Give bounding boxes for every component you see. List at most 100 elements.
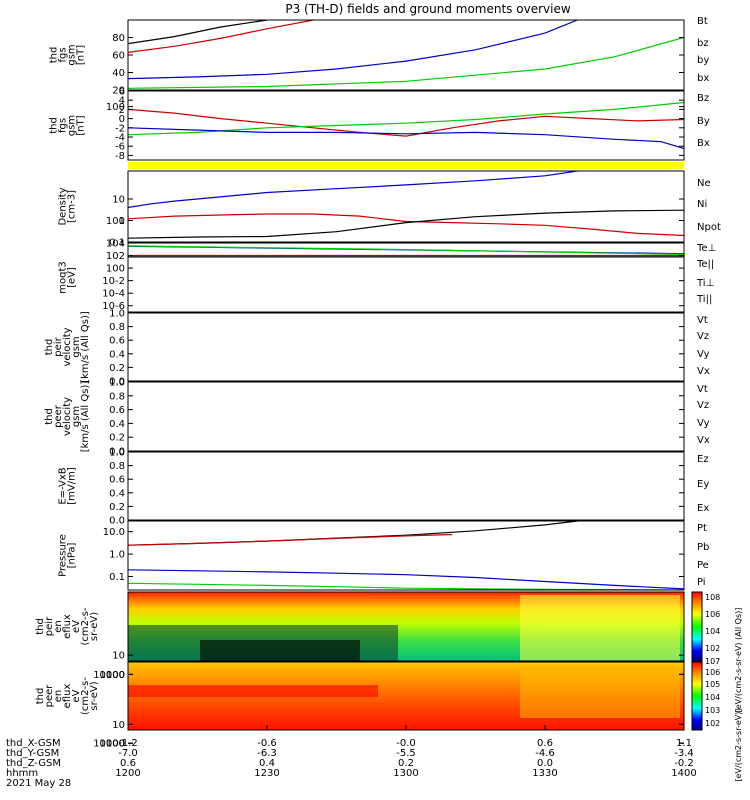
ytick-label: 0.0 xyxy=(109,447,125,458)
colorbar-ion xyxy=(691,591,703,662)
ylabel-line: eflux xyxy=(62,614,73,639)
ytick-label: 0.4 xyxy=(109,488,125,499)
colorbar-electron xyxy=(691,661,703,731)
panel-1-frame xyxy=(127,90,685,161)
ylabel-line: eV xyxy=(71,620,82,633)
ylabel-line: peir xyxy=(44,616,55,636)
ytick-label: 6 xyxy=(119,87,125,98)
ytick-label: 10-4 xyxy=(102,289,125,300)
xtick-hhmm: 1330 xyxy=(532,768,557,779)
ytick-label: 104 xyxy=(106,239,125,250)
ytick-label: 0.8 xyxy=(109,461,125,472)
ylabel-line: Pressure xyxy=(58,534,69,577)
xtick-row-1: -7.0 xyxy=(118,748,138,759)
ylabel-line: gsm xyxy=(71,336,82,357)
ytick-label: 1000 xyxy=(100,670,125,681)
ylabel-line: sr-eV) xyxy=(89,612,100,641)
xtick-row-2: 0.4 xyxy=(259,758,275,769)
ion-spectrogram xyxy=(128,592,684,661)
ytick-label: 0 xyxy=(119,114,125,125)
ytick-label: 1.0 xyxy=(109,309,125,320)
ylabel-line: peir xyxy=(53,336,64,356)
colorbar-ion-tick-2: 106 xyxy=(705,610,720,619)
ytick-label: 100 xyxy=(106,102,125,113)
xtick-row-1: -4.6 xyxy=(535,748,555,759)
legend-Pi: Pi xyxy=(697,577,706,588)
colorbar-electron-tick-3: 105 xyxy=(705,680,720,689)
xtick-row-0: -0.6 xyxy=(257,738,277,749)
ytick-label: 0.6 xyxy=(109,405,125,416)
ytick-label: 1.0 xyxy=(109,448,125,459)
colorbar-electron-tick-5: 107 xyxy=(705,657,720,666)
ylabel-line: gsm xyxy=(67,115,78,136)
legend-Vt: Vt xyxy=(697,315,708,326)
series-Pi-line xyxy=(128,569,684,590)
panel-2: 0.1 1 10 100 Density[cm-3] Ne Ni Npot xyxy=(58,170,721,249)
panel-5: 0.0 0.2 0.4 0.6 0.8 1.0 thdpeervelocitygsm[km/… xyxy=(44,378,710,458)
ylabel-line: [nT] xyxy=(76,45,87,65)
panel-0-frame xyxy=(127,19,685,91)
ylabel-line: peer xyxy=(44,684,55,708)
electron-light-region xyxy=(520,668,680,718)
series-Ti-line xyxy=(128,245,684,255)
ytick-label: 0.6 xyxy=(109,336,125,347)
ytick-label: 10.0 xyxy=(103,527,125,538)
panel-3-frame xyxy=(127,242,685,313)
ytick-label: 10 xyxy=(112,720,125,731)
ytick-label: -6 xyxy=(115,142,125,153)
ytick-label: -8 xyxy=(115,151,125,162)
electron-band xyxy=(128,685,378,697)
ylabel-line: [mV/m] xyxy=(67,467,78,505)
legend-Pt: Pt xyxy=(697,523,707,534)
xaxis-row-label: thd_Y-GSM xyxy=(6,748,59,759)
ylabel-line: Density xyxy=(58,187,69,225)
legend-Vy: Vy xyxy=(697,418,710,429)
legend-Bz: Bz xyxy=(697,93,709,104)
ylabel-line: thd xyxy=(35,688,46,705)
legend-Ez: Ez xyxy=(697,454,709,465)
ytick-label: 10-6 xyxy=(102,301,125,312)
ytick-label: 20 xyxy=(112,86,125,97)
legend-bz: bz xyxy=(697,38,709,49)
xtick-row-1: -5.5 xyxy=(396,748,416,759)
ion-dark-region xyxy=(200,640,360,661)
plot-title: P3 (TH-D) fields and ground moments over… xyxy=(285,2,570,16)
ylabel-line: eflux xyxy=(62,684,73,709)
xtick-hhmm: 1230 xyxy=(254,768,279,779)
panel-7-frame xyxy=(127,520,685,591)
xtick-row-1: -6.3 xyxy=(257,748,277,759)
legend-Ti: Ti⊥ xyxy=(696,278,714,289)
colorbar-electron-tick-0: 102 xyxy=(705,719,720,728)
ytick-label: 10-2 xyxy=(102,276,125,287)
ylabel-line: fgs xyxy=(58,118,69,133)
panel-8-frame xyxy=(127,591,685,662)
ylabel-line: [nPa] xyxy=(67,542,78,568)
ylabel-line: peer xyxy=(53,404,64,428)
xtick-row-0: -0.0 xyxy=(396,738,416,749)
xaxis-row-label: thd_X-GSM xyxy=(6,738,61,749)
legend-Vx: Vx xyxy=(697,366,710,377)
panel-6-frame xyxy=(127,451,685,521)
ytick-label: -4 xyxy=(115,133,125,144)
xtick-hhmm: 1400 xyxy=(671,768,696,779)
ytick-label: 0.0 xyxy=(109,377,125,388)
ylabel-line: gsm xyxy=(67,44,78,65)
legend-bx: bx xyxy=(697,73,709,84)
xtick-row-0: -1.2 xyxy=(118,738,138,749)
ylabel-line: en xyxy=(53,690,64,703)
ytick-label: 0.4 xyxy=(109,349,125,360)
legend-Vz: Vz xyxy=(697,400,709,411)
xtick-row-2: 0.2 xyxy=(398,758,414,769)
ytick-label: 0.2 xyxy=(109,363,125,374)
ytick-label: 0.0 xyxy=(109,516,125,527)
ylabel-line: [cm-3] xyxy=(67,190,78,223)
colorbar-electron-tick-2: 104 xyxy=(705,693,720,702)
series-bz-line xyxy=(128,20,314,53)
legend-Te: Te⊥ xyxy=(696,243,716,254)
ylabel-line: gsm xyxy=(71,406,82,427)
ylabel-line: (cm2-s- xyxy=(80,607,91,645)
